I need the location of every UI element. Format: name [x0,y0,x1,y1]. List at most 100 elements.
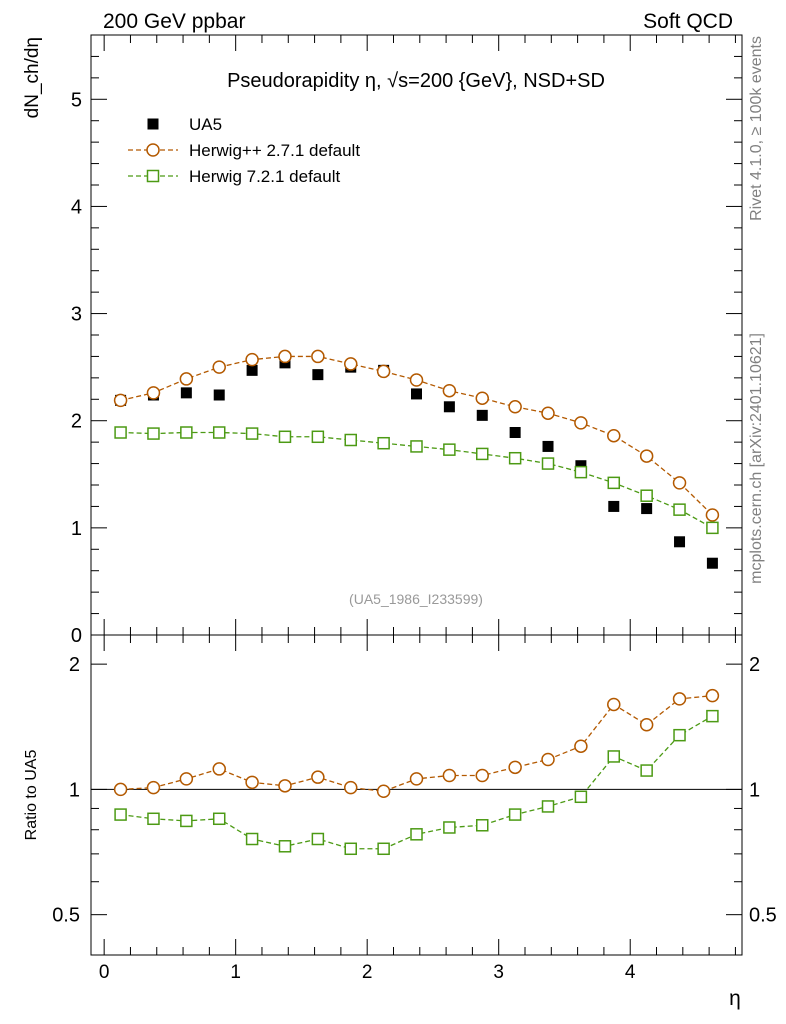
main-point-herwig-7-2-1-default [673,503,686,516]
main-point-herwig-2-7-1-default [442,383,457,398]
side-label-top: Rivet 4.1.0, ≥ 100k events [748,36,765,221]
legend-marker [146,143,160,157]
legend-marker [147,118,159,130]
ratio-point-herwig-2-7-1-default [311,770,325,784]
ratio-y-tick-label-left: 1 [69,779,80,801]
main-point-herwig-7-2-1-default [212,426,226,439]
ratio-point-herwig-7-2-1-default [377,842,390,856]
main-plot-panel: 0 1 2 3 4 5 Pseudorapidity η, √s=200 {GeV}, N… [22,34,743,647]
main-point-herwig-7-2-1-default [541,457,555,470]
main-point-herwig-7-2-1-default [147,427,160,440]
x-tick-label: 2 [362,962,373,983]
main-point-herwig-2-7-1-default [278,349,292,364]
main-data-series [113,349,720,569]
ratio-point-herwig-2-7-1-default [343,780,358,795]
main-point-ua5 [180,387,192,399]
legend: UA5 Herwig++ 2.7.1 default Herwig 7.2.1 de… [128,115,360,186]
legend-label: Herwig 7.2.1 default [189,167,340,186]
main-point-herwig-7-2-1-default [574,465,588,479]
ratio-point-herwig-7-2-1-default [508,808,522,821]
main-point-herwig-7-2-1-default [180,426,193,439]
main-point-herwig-2-7-1-default [607,428,621,443]
main-point-ua5 [312,369,324,381]
main-point-ua5 [246,364,258,376]
main-point-herwig-7-2-1-default [278,430,292,444]
ratio-point-herwig-7-2-1-default [278,840,292,853]
x-tick-label: 4 [625,962,636,983]
main-point-ua5 [213,389,225,401]
ratio-y-tick-label-right: 1 [749,779,760,801]
header-right-label: Soft QCD [643,10,733,33]
ratio-point-herwig-7-2-1-default [574,790,588,804]
legend-marker [146,169,160,183]
main-point-herwig-7-2-1-default [640,489,653,502]
ratio-point-herwig-2-7-1-default [574,739,588,753]
ratio-point-herwig-7-2-1-default [311,832,325,846]
ratio-point-herwig-7-2-1-default [180,814,193,828]
ratio-point-herwig-2-7-1-default [639,718,654,732]
ratio-point-herwig-2-7-1-default [475,768,490,783]
x-tick-label: 3 [493,962,504,983]
ratio-plot-panel: 0.5 0.5 1 1 2 2 Ratio to UA5 [23,634,777,956]
main-axis-ticks: 0 1 2 3 4 5 [71,34,742,647]
legend-label: UA5 [189,115,222,134]
x-tick-label: 0 [99,962,110,983]
ratio-axis-ticks: 0.5 0.5 1 1 2 2 [52,635,777,956]
ratio-point-herwig-2-7-1-default [409,772,424,786]
main-point-herwig-2-7-1-default [672,476,687,490]
main-point-herwig-7-2-1-default [114,426,127,439]
main-point-herwig-7-2-1-default [607,476,621,490]
main-point-herwig-7-2-1-default [508,451,522,465]
main-point-ua5 [674,536,686,548]
main-point-ua5 [509,427,521,438]
main-point-herwig-2-7-1-default [409,373,424,387]
ratio-plot-frame [90,634,743,956]
ratio-point-herwig-2-7-1-default [113,782,128,797]
main-point-herwig-2-7-1-default [574,416,588,430]
main-point-herwig-7-2-1-default [706,521,719,535]
ratio-point-herwig-2-7-1-default [607,697,621,712]
ratio-y-tick-label-right: 0.5 [749,905,777,927]
main-point-herwig-2-7-1-default [343,357,358,371]
x-tick-label: 1 [230,962,241,983]
main-point-ua5 [443,401,455,413]
ratio-point-herwig-2-7-1-default [672,692,687,706]
main-point-herwig-2-7-1-default [508,400,522,414]
ratio-point-herwig-7-2-1-default [541,800,555,813]
ratio-point-herwig-7-2-1-default [607,750,621,763]
main-point-herwig-2-7-1-default [705,508,720,522]
main-point-ua5 [411,388,422,400]
side-label-bottom: mcplots.cern.ch [arXiv:2401.10621] [748,333,765,584]
main-point-herwig-7-2-1-default [377,436,390,450]
ratio-point-herwig-7-2-1-default [640,764,653,777]
ratio-point-herwig-7-2-1-default [245,832,259,846]
main-y-tick-label: 2 [71,411,82,433]
ratio-point-herwig-2-7-1-default [179,772,194,786]
ratio-point-herwig-7-2-1-default [114,808,127,821]
ratio-point-herwig-7-2-1-default [443,821,456,834]
ratio-data-series [113,688,720,856]
main-point-herwig-7-2-1-default [443,443,456,456]
ratio-point-herwig-2-7-1-default [541,752,555,767]
main-point-herwig-2-7-1-default [179,372,194,386]
ratio-point-herwig-7-2-1-default [706,709,719,723]
main-point-herwig-7-2-1-default [410,440,423,453]
analysis-tag: (UA5_1986_I233599) [349,591,483,607]
main-point-herwig-7-2-1-default [476,447,489,461]
main-point-herwig-7-2-1-default [344,433,357,447]
main-point-herwig-7-2-1-default [245,427,259,440]
main-y-axis-label: dN_ch/dη [22,37,43,118]
main-point-herwig-7-2-1-default [311,430,325,444]
ratio-point-herwig-2-7-1-default [278,779,292,793]
main-point-ua5 [476,409,488,421]
main-point-ua5 [641,503,653,515]
ratio-point-herwig-7-2-1-default [410,828,423,841]
main-point-herwig-2-7-1-default [376,364,391,379]
ratio-point-herwig-2-7-1-default [705,688,720,703]
main-plot-title: Pseudorapidity η, √s=200 {GeV}, NSD+SD [227,70,605,92]
ratio-point-herwig-7-2-1-default [147,812,160,826]
ratio-point-herwig-2-7-1-default [442,768,457,783]
x-axis-label: η [729,987,741,1010]
main-y-tick-label: 5 [71,89,82,111]
